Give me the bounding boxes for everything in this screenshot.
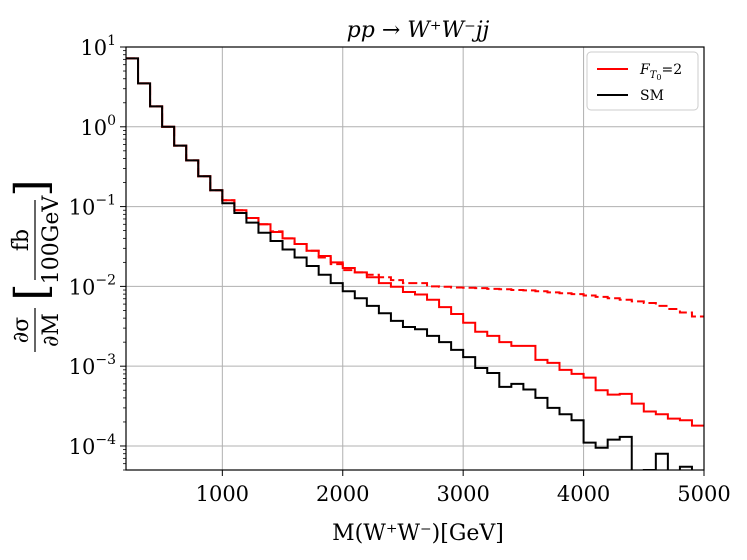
- y-label-unit-numerator: fb: [9, 229, 34, 251]
- chart-title: pp → W⁺W⁻jj: [347, 18, 490, 43]
- y-label-unit-denominator: 100GeV: [39, 195, 64, 285]
- x-ticks: 1000 2000 3000 4000 5000: [196, 470, 731, 506]
- series-line-f-t0-2: [126, 57, 704, 427]
- plot-series: [126, 57, 704, 470]
- y-label-numerator: ∂σ: [9, 317, 34, 343]
- y-tick-label-2: 10−1: [69, 193, 116, 220]
- y-axis-label: ∂σ ∂M [ fb 100GeV ]: [6, 179, 64, 352]
- y-label-bracket-left: [: [6, 283, 57, 300]
- x-axis-label: M(W⁺W⁻)[GeV]: [332, 521, 504, 546]
- x-tick-label-4: 5000: [677, 482, 730, 506]
- y-label-bracket-right: ]: [6, 179, 57, 196]
- y-tick-label-4: 10−3: [69, 352, 116, 379]
- x-tick-label-1: 2000: [316, 482, 369, 506]
- legend: FT0=2 SM: [586, 51, 699, 111]
- plot-frame: [125, 46, 705, 471]
- x-tick-label-0: 1000: [196, 482, 249, 506]
- y-tick-label-1: 100: [80, 113, 116, 140]
- y-tick-label-3: 10−2: [69, 272, 116, 299]
- series-line-sm: [126, 57, 693, 470]
- x-tick-label-2: 3000: [436, 482, 489, 506]
- y-tick-label-5: 10−4: [69, 432, 116, 459]
- legend-label-sm: SM: [640, 88, 664, 104]
- y-tick-label-0: 101: [80, 33, 116, 60]
- y-ticks: 101 100 10−1 10−2 10−3 10−4: [69, 33, 126, 471]
- x-tick-label-3: 4000: [557, 482, 610, 506]
- legend-label-ft0: FT0=2: [639, 62, 682, 82]
- y-label-denominator: ∂M: [39, 313, 64, 347]
